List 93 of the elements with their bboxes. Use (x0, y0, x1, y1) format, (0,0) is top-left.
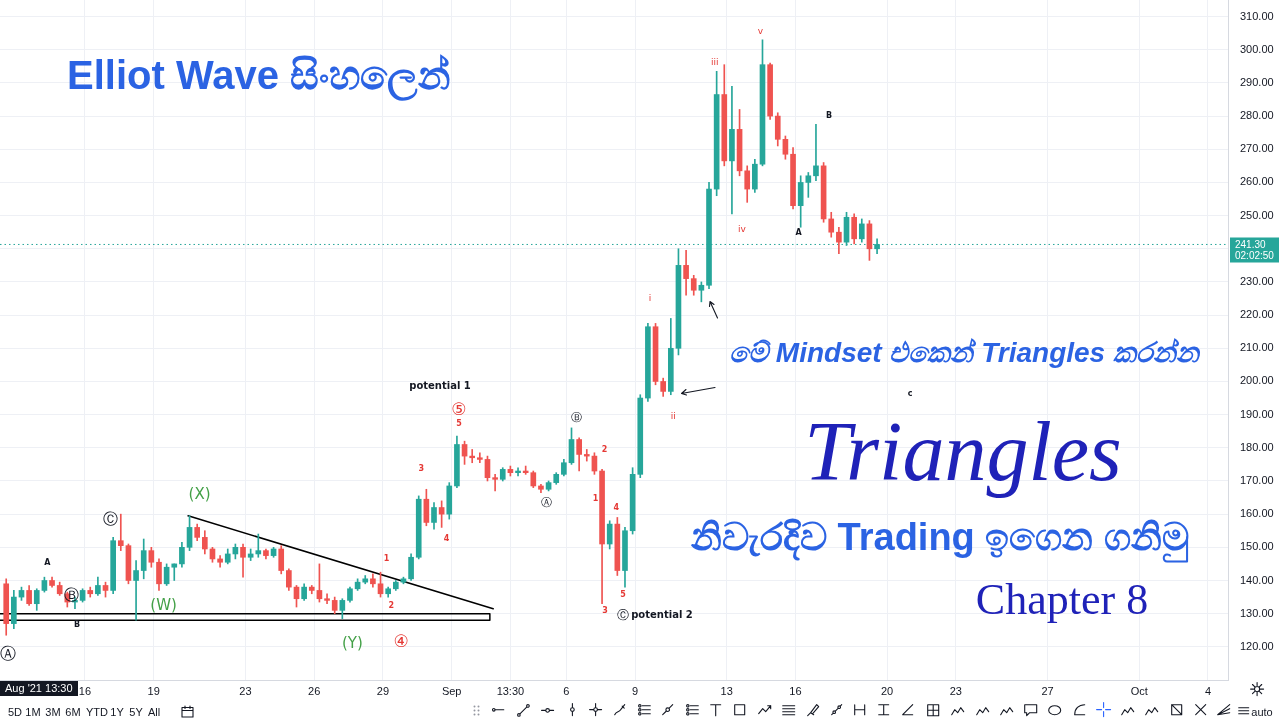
candlestick (133, 560, 139, 621)
annotation: v (757, 26, 764, 37)
y-tick-label: 180.00 (1240, 440, 1274, 453)
annotation: 4 (613, 502, 620, 512)
text: 6M (65, 705, 81, 719)
annotation: c (907, 389, 913, 399)
annotation: 5 (620, 590, 627, 600)
x-tick-label: Oct (1130, 684, 1148, 697)
y-tick-label: 260.00 (1240, 175, 1274, 188)
text: 1M (25, 705, 41, 719)
annotation: potential 2 (631, 608, 693, 620)
annotation: iii (710, 56, 719, 67)
candlestick (583, 449, 590, 462)
x-tick-label: 13 (720, 684, 733, 697)
annotation: Ⓑ (64, 585, 80, 604)
y-tick-label: 220.00 (1240, 308, 1274, 321)
x-tick-label: 23 (239, 684, 252, 697)
text: 5Y (129, 705, 143, 719)
annotation: Ⓐ (0, 644, 17, 664)
x-tick-label: 4 (1204, 684, 1212, 697)
annotation: මේ Mindset එකෙන් Triangles කරන්න (729, 336, 1199, 370)
x-tick-label: 26 (308, 684, 321, 697)
x-tick-label: 16 (789, 684, 802, 697)
annotation: Ⓒ (616, 608, 629, 623)
annotation: ii (670, 410, 676, 421)
annotation: 3 (418, 464, 425, 474)
y-tick-label: 170.00 (1240, 474, 1274, 487)
x-tick-label: Sep (441, 684, 462, 697)
y-tick-label: 270.00 (1240, 142, 1274, 155)
x-tick-label: 23 (949, 684, 962, 697)
annotation: (X) (188, 484, 211, 503)
annotation: i (648, 292, 652, 303)
candlestick (117, 513, 124, 551)
candlestick (171, 563, 178, 581)
annotation: 1 (592, 494, 599, 504)
x-tick-label: 29 (376, 684, 390, 697)
annotation: A (44, 558, 52, 568)
annotation: Chapter 8 (975, 574, 1149, 626)
x-tick-label: 13:30 (496, 684, 525, 697)
annotation: Triangles (804, 403, 1122, 500)
annotation: (Y) (341, 633, 363, 652)
annotation: iv (738, 224, 747, 235)
annotation: 2 (601, 444, 608, 454)
candlestick (729, 85, 735, 215)
text: auto (1251, 705, 1273, 719)
y-tick-label: 230.00 (1240, 274, 1274, 287)
x-tick-label: 20 (880, 684, 894, 697)
annotation: A (795, 228, 803, 238)
annotation: Ⓑ (571, 410, 583, 424)
annotation: 5 (456, 419, 463, 429)
annotation: Ⓒ (103, 510, 119, 529)
x-tick-label: 16 (78, 684, 92, 697)
y-tick-label: 280.00 (1240, 109, 1274, 122)
candlestick (492, 474, 498, 492)
annotation: 1 (383, 554, 390, 564)
annotation: potential 1 (409, 380, 471, 392)
annotation: ④ (393, 631, 409, 652)
annotation: 2 (388, 601, 394, 611)
candlestick (469, 449, 476, 464)
candlestick (255, 533, 262, 558)
y-tick-label: 290.00 (1240, 75, 1274, 88)
x-tick-label: 6 (563, 684, 570, 697)
candlestick (813, 124, 819, 182)
y-tick-label: 310.00 (1240, 9, 1274, 22)
annotation: 4 (443, 534, 450, 544)
y-tick-label: 190.00 (1240, 407, 1274, 420)
y-tick-label: 250.00 (1240, 208, 1274, 221)
x-tick-label: 19 (147, 684, 160, 697)
text: Aug '21 13:30 (0, 681, 78, 696)
annotation: B (73, 619, 81, 629)
annotation: B (825, 111, 833, 121)
y-tick-label: 140.00 (1240, 573, 1274, 586)
y-tick-label: 120.00 (1240, 639, 1274, 652)
annotation: ⑤ (451, 398, 467, 419)
y-tick-label: 210.00 (1240, 341, 1274, 354)
y-tick-label: 160.00 (1240, 507, 1274, 520)
candlestick (515, 467, 521, 477)
candlestick (217, 555, 223, 568)
annotation: (W) (150, 596, 177, 615)
y-tick-label: 130.00 (1240, 606, 1274, 619)
text: 1Y (110, 705, 124, 719)
text: YTD (86, 705, 108, 719)
text: All (147, 705, 161, 719)
text: 3M (45, 705, 61, 719)
y-tick-label: 200.00 (1240, 374, 1274, 387)
text: 5D (7, 705, 23, 719)
y-tick-label: 150.00 (1240, 540, 1274, 553)
ref-line-label: 241.30 02:02:50 (1235, 238, 1275, 261)
x-tick-label: 9 (631, 684, 639, 697)
x-tick-label: 27 (1041, 684, 1054, 697)
y-tick-label: 300.00 (1240, 42, 1274, 55)
annotation: Ⓐ (541, 496, 553, 510)
annotation: 3 (602, 605, 608, 615)
